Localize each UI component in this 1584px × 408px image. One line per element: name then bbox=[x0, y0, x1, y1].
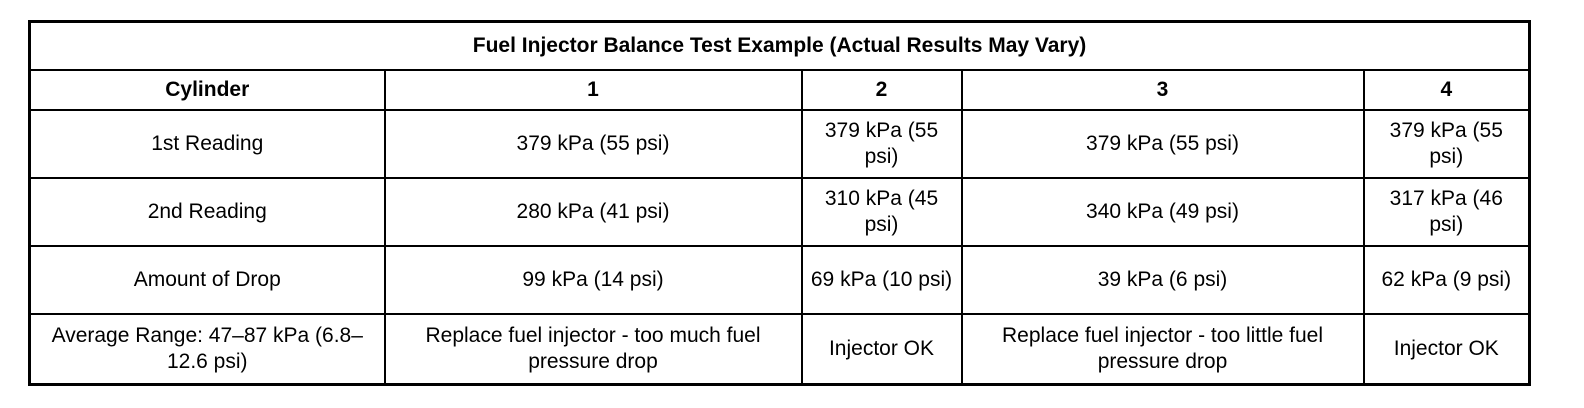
table-cell: 340 kPa (49 psi) bbox=[960, 177, 1365, 247]
row-label: Average Range: 47–87 kPa (6.8–12.6 psi) bbox=[28, 313, 386, 386]
table-cell: 379 kPa (55 psi) bbox=[1362, 109, 1531, 179]
table-cell: 99 kPa (14 psi) bbox=[383, 245, 803, 315]
table-cell: Replace fuel injector - too little fuel … bbox=[960, 313, 1365, 386]
table-row: Amount of Drop 99 kPa (14 psi) 69 kPa (1… bbox=[28, 245, 1531, 315]
row-label: Amount of Drop bbox=[28, 245, 386, 315]
column-header: 1 bbox=[383, 69, 803, 111]
fuel-injector-balance-table: Fuel Injector Balance Test Example (Actu… bbox=[28, 20, 1532, 386]
table-cell: 379 kPa (55 psi) bbox=[383, 109, 803, 179]
table-cell: 62 kPa (9 psi) bbox=[1362, 245, 1531, 315]
column-header: 4 bbox=[1362, 69, 1531, 111]
table-row: Average Range: 47–87 kPa (6.8–12.6 psi) … bbox=[28, 313, 1531, 386]
table-cell: 310 kPa (45 psi) bbox=[800, 177, 963, 247]
table-cell: 379 kPa (55 psi) bbox=[800, 109, 963, 179]
table-cell: 39 kPa (6 psi) bbox=[960, 245, 1365, 315]
column-header: 3 bbox=[960, 69, 1365, 111]
table-cell: Injector OK bbox=[1362, 313, 1531, 386]
table-cell: Replace fuel injector - too much fuel pr… bbox=[383, 313, 803, 386]
table-cell: Injector OK bbox=[800, 313, 963, 386]
row-label: 2nd Reading bbox=[28, 177, 386, 247]
table-title: Fuel Injector Balance Test Example (Actu… bbox=[28, 20, 1531, 71]
table-cell: 69 kPa (10 psi) bbox=[800, 245, 963, 315]
table-row: 1st Reading 379 kPa (55 psi) 379 kPa (55… bbox=[28, 109, 1531, 179]
table-cell: 280 kPa (41 psi) bbox=[383, 177, 803, 247]
row-label: 1st Reading bbox=[28, 109, 386, 179]
column-header: 2 bbox=[800, 69, 963, 111]
column-header: Cylinder bbox=[28, 69, 386, 111]
table-container: Fuel Injector Balance Test Example (Actu… bbox=[28, 20, 1532, 386]
table-row: 2nd Reading 280 kPa (41 psi) 310 kPa (45… bbox=[28, 177, 1531, 247]
table-cell: 317 kPa (46 psi) bbox=[1362, 177, 1531, 247]
table-header-row: Cylinder 1 2 3 4 bbox=[28, 69, 1531, 111]
table-title-row: Fuel Injector Balance Test Example (Actu… bbox=[28, 20, 1531, 71]
table-cell: 379 kPa (55 psi) bbox=[960, 109, 1365, 179]
